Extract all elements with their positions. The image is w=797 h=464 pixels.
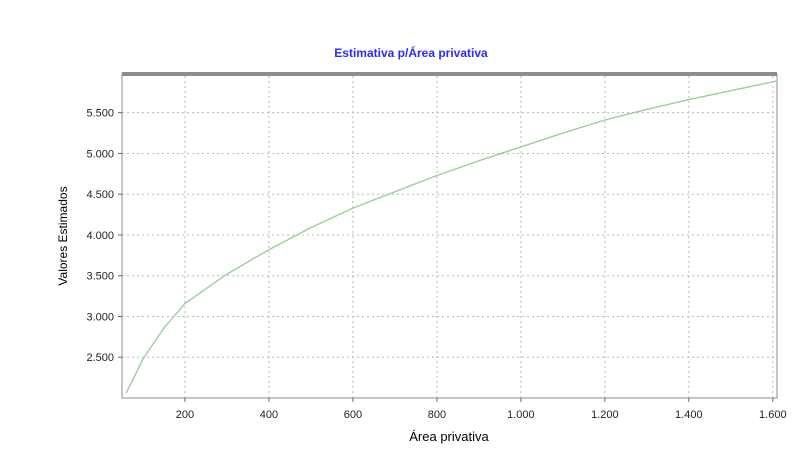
x-tick-label: 1.200: [591, 409, 619, 421]
x-tick-label: 800: [428, 409, 446, 421]
x-tick-label: 200: [176, 409, 194, 421]
grid-lines: [122, 76, 777, 398]
chart-title: Estimativa p/Área privativa: [334, 45, 488, 60]
y-axis-ticks: 2.500 3.000 3.500 4.000 4.500 5.000 5.500: [86, 108, 122, 364]
series-layer: [125, 80, 778, 394]
x-tick-label: 1.000: [507, 409, 535, 421]
y-tick-label: 5.000: [86, 148, 114, 160]
y-tick-label: 4.000: [86, 230, 114, 242]
y-tick-label: 5.500: [86, 108, 114, 120]
plot-top-border: [122, 72, 777, 76]
y-tick-label: 3.500: [86, 271, 114, 283]
y-axis-label: Valores Estimados: [56, 186, 70, 285]
x-axis-ticks: 200 400 600 800 1.000 1.200 1.400 1.600: [176, 398, 787, 421]
x-tick-label: 1.400: [675, 409, 703, 421]
x-tick-label: 1.600: [759, 409, 787, 421]
series-line: [125, 80, 778, 394]
x-axis-label: Área privativa: [409, 429, 489, 444]
y-tick-label: 2.500: [86, 352, 114, 364]
y-tick-label: 4.500: [86, 189, 114, 201]
x-tick-label: 400: [260, 409, 278, 421]
x-tick-label: 600: [344, 409, 362, 421]
y-tick-label: 3.000: [86, 311, 114, 323]
plot-frame: [121, 73, 778, 399]
